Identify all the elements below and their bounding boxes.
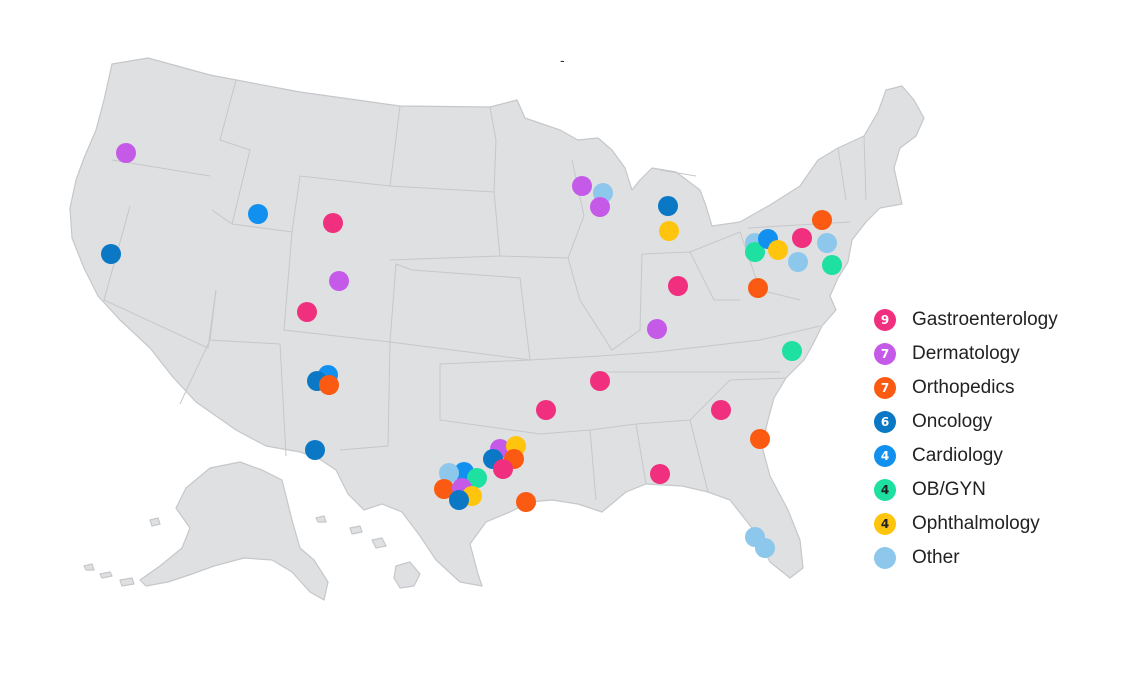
legend-dot-other	[874, 547, 896, 569]
legend-item-other: Other	[874, 541, 1114, 575]
legend-item-oncology: 6 Oncology	[874, 405, 1114, 439]
location-marker-gastro-tx	[493, 459, 513, 479]
legend-label-ophthalmology: Ophthalmology	[912, 513, 1040, 534]
location-marker-obgyn-oh	[745, 242, 765, 262]
location-marker-ophth-mi	[659, 221, 679, 241]
location-marker-onco-mi	[658, 196, 678, 216]
legend-dot-obgyn: 4	[874, 479, 896, 501]
legend-label-cardiology: Cardiology	[912, 445, 1003, 466]
legend-dot-cardiology: 4	[874, 445, 896, 467]
location-marker-obgyn-nc	[782, 341, 802, 361]
legend-item-cardiology: 4 Cardiology	[874, 439, 1114, 473]
location-marker-ortho-tx	[516, 492, 536, 512]
legend-label-dermatology: Dermatology	[912, 343, 1020, 364]
legend-dot-ophthalmology: 4	[874, 513, 896, 535]
location-marker-other-tx	[439, 463, 459, 483]
legend-label-oncology: Oncology	[912, 411, 993, 432]
legend-label-other: Other	[912, 547, 960, 568]
legend-item-dermatology: 7 Dermatology	[874, 337, 1114, 371]
location-marker-ophth-pa	[768, 240, 788, 260]
legend-label-orthopedics: Orthopedics	[912, 377, 1015, 398]
location-marker-obgyn-tx	[467, 468, 487, 488]
location-marker-onco-tx	[305, 440, 325, 460]
location-marker-gastro-wy	[323, 213, 343, 233]
location-markers	[101, 143, 842, 558]
legend-label-gastroenterology: Gastroenterology	[912, 309, 1058, 330]
location-marker-derm-wi	[590, 197, 610, 217]
location-marker-derm-ky	[647, 319, 667, 339]
location-marker-derm-or	[116, 143, 136, 163]
location-marker-obgyn-nj	[822, 255, 842, 275]
location-marker-gastro-in	[668, 276, 688, 296]
legend-label-obgyn: OB/GYN	[912, 479, 986, 500]
location-marker-gastro-ar	[590, 371, 610, 391]
legend-dot-oncology: 6	[874, 411, 896, 433]
legend-dot-dermatology: 7	[874, 343, 896, 365]
location-marker-ortho-wv	[748, 278, 768, 298]
location-marker-ortho-nm	[319, 375, 339, 395]
location-marker-onco-ca	[101, 244, 121, 264]
legend-item-orthopedics: 7 Orthopedics	[874, 371, 1114, 405]
location-marker-cardio-id	[248, 204, 268, 224]
location-marker-ortho-tx	[434, 479, 454, 499]
state-borders	[103, 79, 867, 501]
location-marker-gastro-ga	[711, 400, 731, 420]
alaska-landmass	[139, 461, 329, 601]
hawaii-landmass	[315, 515, 421, 589]
location-marker-other-nj	[817, 233, 837, 253]
legend-item-ophthalmology: 4 Ophthalmology	[874, 507, 1114, 541]
location-marker-ortho-sc	[750, 429, 770, 449]
location-marker-ortho-ny	[812, 210, 832, 230]
location-marker-gastro-pa	[792, 228, 812, 248]
legend: 9 Gastroenterology 7 Dermatology 7 Ortho…	[874, 303, 1114, 575]
location-marker-other-md	[788, 252, 808, 272]
location-marker-gastro-ok	[536, 400, 556, 420]
legend-item-gastroenterology: 9 Gastroenterology	[874, 303, 1114, 337]
legend-dot-orthopedics: 7	[874, 377, 896, 399]
location-marker-other-fl	[755, 538, 775, 558]
legend-item-obgyn: 4 OB/GYN	[874, 473, 1114, 507]
map-title: -	[560, 52, 565, 68]
location-marker-gastro-ut	[297, 302, 317, 322]
location-marker-derm-co	[329, 271, 349, 291]
alaska-islands	[83, 517, 161, 587]
location-marker-onco-tx	[449, 490, 469, 510]
location-marker-gastro-ms	[650, 464, 670, 484]
legend-dot-gastroenterology: 9	[874, 309, 896, 331]
location-marker-derm-wi	[572, 176, 592, 196]
